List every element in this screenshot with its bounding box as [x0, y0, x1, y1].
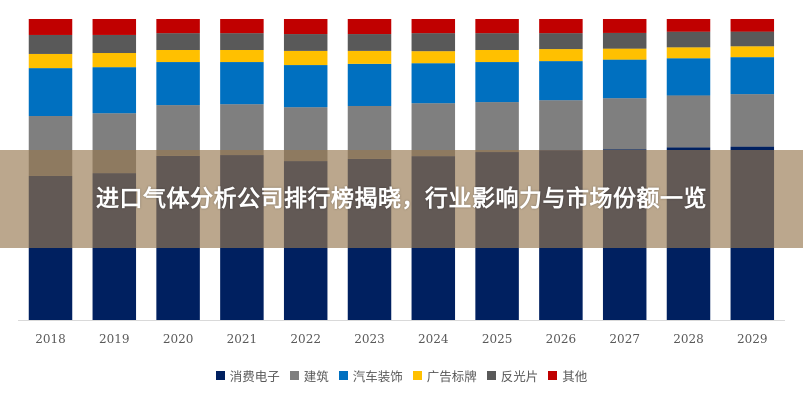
bar-segment-2025-3	[475, 50, 519, 63]
legend-swatch	[215, 371, 225, 380]
bar-segment-2023-3	[347, 50, 392, 64]
bar-segment-2023-4	[347, 34, 392, 51]
legend-item: 反光片	[486, 366, 539, 385]
bar-segment-2024-1	[411, 103, 456, 157]
legend-swatch	[486, 371, 496, 380]
legend-label: 汽车装饰	[352, 369, 403, 384]
bar-segment-2024-5	[411, 19, 456, 34]
bar-segment-2025-2	[475, 62, 519, 103]
bar-segment-2023-2	[347, 63, 392, 106]
bar-segment-2023-5	[347, 19, 392, 35]
legend: 消费电子 建筑 汽车装饰 广告标牌 反光片 其他	[0, 366, 803, 385]
x-tick-label: 2029	[737, 332, 768, 346]
title-banner: 进口气体分析公司排行榜揭晓，行业影响力与市场份额一览	[0, 150, 803, 248]
bar-segment-2026-4	[539, 33, 583, 50]
bar-segment-2028-2	[666, 58, 711, 96]
bar-segment-2018-3	[28, 53, 73, 69]
bar-segment-2026-2	[539, 61, 583, 101]
x-tick-label: 2020	[163, 332, 194, 346]
bar-segment-2028-4	[666, 31, 711, 48]
legend-label: 消费电子	[229, 369, 280, 384]
legend-swatch	[548, 371, 558, 380]
bar-segment-2022-5	[283, 19, 328, 35]
bar-segment-2026-3	[539, 49, 583, 62]
bar-segment-2027-4	[602, 32, 647, 49]
bar-segment-2020-2	[156, 62, 200, 106]
bar-segment-2025-4	[475, 33, 519, 51]
bar-segment-2018-4	[28, 34, 73, 54]
x-tick-label: 2022	[290, 332, 321, 346]
x-tick-labels: 2018 2019 2020 2021 2022 2023 2024 2025 2026 2027…	[35, 332, 767, 346]
bar-segment-2025-5	[475, 19, 519, 34]
bar-segment-2029-2	[730, 57, 775, 95]
bar-segment-2022-3	[283, 50, 328, 66]
bar-segment-2021-4	[220, 33, 264, 51]
banner-title: 进口气体分析公司排行榜揭晓，行业影响力与市场份额一览	[96, 186, 707, 212]
bar-segment-2022-4	[283, 34, 328, 51]
x-tick-label: 2027	[609, 332, 640, 346]
bar-segment-2026-5	[539, 19, 583, 34]
bar-segment-2021-1	[220, 104, 264, 156]
bar-segment-2028-1	[666, 95, 711, 148]
bar-segment-2019-2	[92, 67, 137, 114]
legend-item: 广告标牌	[412, 366, 477, 385]
legend-label: 建筑	[303, 369, 329, 384]
bar-segment-2019-5	[92, 19, 137, 35]
x-tick-label: 2026	[546, 332, 577, 346]
x-tick-label: 2025	[482, 332, 513, 346]
legend-item: 其他	[548, 366, 587, 385]
legend-label: 广告标牌	[426, 369, 477, 384]
bar-segment-2029-3	[730, 46, 775, 58]
bar-segment-2024-3	[411, 51, 456, 64]
bar-segment-2020-1	[156, 105, 200, 156]
legend-item: 消费电子	[215, 366, 280, 385]
legend-swatch	[289, 371, 299, 380]
bar-segment-2021-5	[220, 19, 264, 34]
legend-label: 反光片	[500, 369, 539, 384]
bar-segment-2019-4	[92, 34, 137, 54]
bar-segment-2027-1	[602, 98, 647, 150]
legend-label: 其他	[562, 369, 588, 384]
bar-segment-2020-3	[156, 50, 200, 63]
bar-segment-2027-3	[602, 48, 647, 60]
bar-segment-2027-5	[602, 19, 647, 33]
x-tick-label: 2028	[673, 332, 704, 346]
bar-segment-2029-4	[730, 31, 775, 47]
bar-segment-2021-3	[220, 50, 264, 63]
bar-segment-2028-3	[666, 47, 711, 59]
x-tick-label: 2024	[418, 332, 449, 346]
legend-swatch	[412, 371, 422, 380]
bar-segment-2027-2	[602, 59, 647, 99]
bar-segment-2020-5	[156, 19, 200, 34]
bar-segment-2028-5	[666, 19, 711, 32]
legend-item: 汽车装饰	[338, 366, 403, 385]
bar-segment-2019-3	[92, 53, 137, 68]
bar-segment-2029-5	[730, 19, 775, 32]
x-tick-label: 2023	[354, 332, 385, 346]
bar-segment-2018-5	[28, 19, 73, 35]
x-tick-label: 2018	[35, 332, 66, 346]
bar-segment-2026-1	[539, 100, 583, 151]
x-tick-label: 2019	[99, 332, 130, 346]
bar-segment-2018-2	[28, 68, 73, 117]
bar-segment-2024-2	[411, 63, 456, 104]
bar-segment-2021-2	[220, 62, 264, 105]
legend-swatch	[338, 371, 348, 380]
legend-item: 建筑	[289, 366, 329, 385]
bar-segment-2024-4	[411, 33, 456, 52]
bar-segment-2029-1	[730, 94, 775, 147]
bar-segment-2025-1	[475, 102, 519, 153]
bar-segment-2022-2	[283, 65, 328, 108]
bar-segment-2020-4	[156, 33, 200, 51]
x-tick-label: 2021	[227, 332, 258, 346]
